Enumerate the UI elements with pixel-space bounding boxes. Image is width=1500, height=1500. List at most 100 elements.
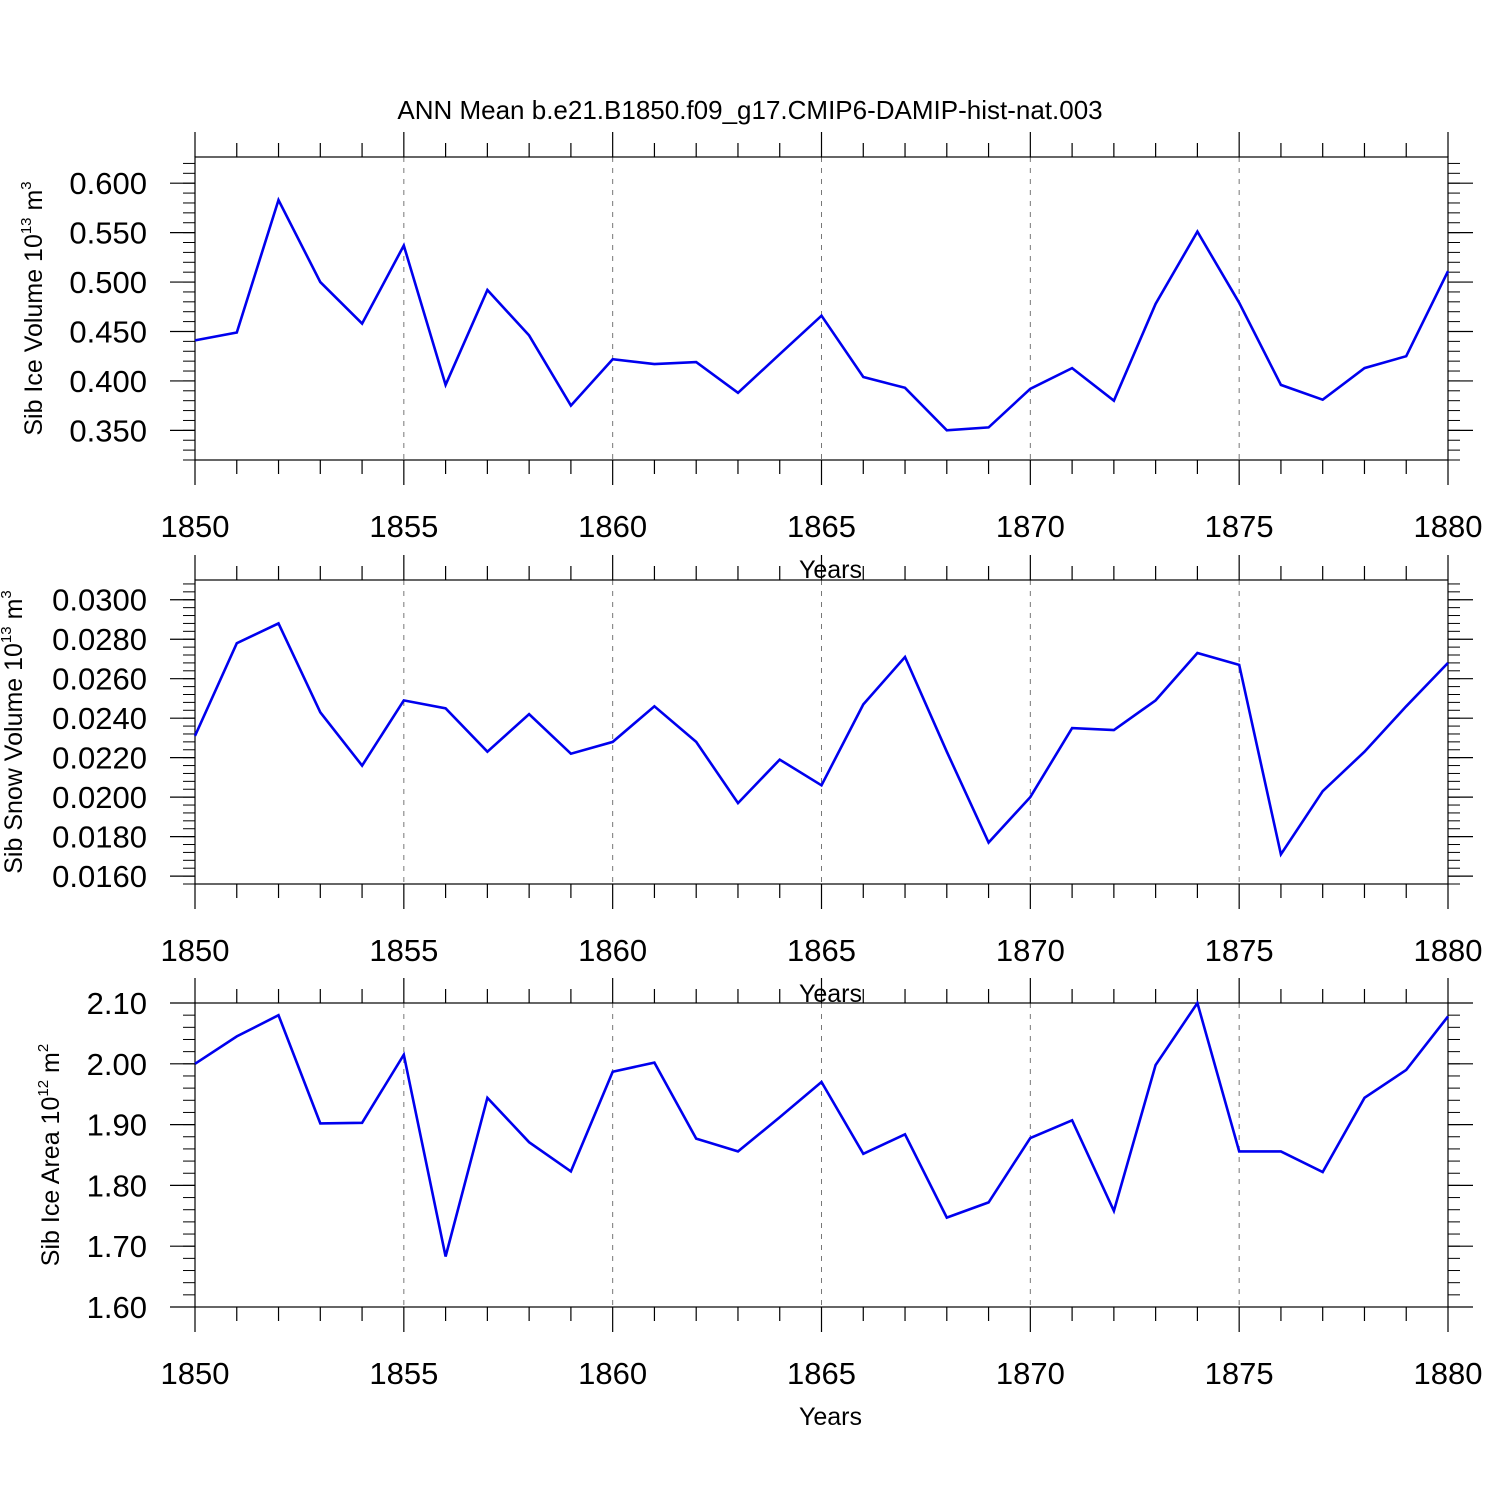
x-tick-label: 1870 [996,933,1065,968]
y-axis-label: Sib Ice Area 1012 m2 [35,1044,65,1266]
data-point [861,702,865,706]
data-point [485,288,489,292]
data-point [402,1053,406,1057]
y-tick-label: 0.0240 [52,701,147,736]
data-point [318,280,322,284]
x-tick-label: 1865 [787,1356,856,1391]
data-point [903,655,907,659]
x-tick-label: 1855 [369,1356,438,1391]
data-point [820,783,824,787]
x-tick-label: 1875 [1205,933,1274,968]
data-point [1195,651,1199,655]
data-point [1279,383,1283,387]
data-point [235,1034,239,1038]
data-point [1028,387,1032,391]
data-point [903,1132,907,1136]
data-point [569,752,573,756]
y-tick-label: 1.70 [87,1229,147,1264]
data-point [402,698,406,702]
x-tick-label: 1860 [578,1356,647,1391]
data-point [527,333,531,337]
data-point [485,1096,489,1100]
y-tick-label: 0.400 [69,364,147,399]
y-axis-label: Sib Ice Volume 1013 m3 [18,181,48,435]
data-point [694,360,698,364]
x-tick-label: 1855 [369,933,438,968]
data-point [1362,1096,1366,1100]
data-point [1195,230,1199,234]
data-point [1321,1170,1325,1174]
data-point [360,764,364,768]
y-tick-label: 0.0160 [52,859,147,894]
x-tick-label: 1850 [161,509,230,544]
data-point [945,1216,949,1220]
data-point [1112,399,1116,403]
data-point [611,740,615,744]
y-tick-label: 2.10 [87,986,147,1021]
data-point [1237,301,1241,305]
y-tick-label: 0.0300 [52,583,147,618]
data-point [444,383,448,387]
data-point [778,352,782,356]
data-point [193,338,197,342]
y-tick-label: 0.0200 [52,780,147,815]
data-point [987,1200,991,1204]
y-axis-label: Sib Snow Volume 1013 m3 [0,590,28,874]
data-point [1237,663,1241,667]
x-tick-label: 1875 [1205,509,1274,544]
data-point [778,758,782,762]
data-point [987,841,991,845]
y-tick-label: 0.0260 [52,662,147,697]
series-line [193,621,1449,858]
data-point [1237,1149,1241,1153]
series-line [194,999,1450,1257]
data-point [861,375,865,379]
data-point [193,734,197,738]
data-point [694,1137,698,1141]
data-point [1070,1118,1074,1122]
data-point [652,704,656,708]
data-point [1404,1068,1408,1072]
data-point [569,404,573,408]
x-axis-label: Years [799,1403,862,1431]
y-tick-label: 0.550 [69,216,147,251]
data-point [736,391,740,395]
x-axis-label: Years [799,980,862,1008]
data-point [945,428,949,432]
data-point [1321,398,1325,402]
panel-1: 0.350 0.400 0.450 0.500 0.550 0.600 1850 1855 18… [18,132,1482,584]
y-tick-label: 0.0220 [52,741,147,776]
data-point [1070,726,1074,730]
data-point [1404,354,1408,358]
data-point [987,425,991,429]
data-point [611,1070,615,1074]
data-point [527,712,531,716]
data-point [1028,1136,1032,1140]
x-tick-label: 1850 [161,933,230,968]
data-point [1446,269,1450,273]
data-point [1112,728,1116,732]
data-point [1154,302,1158,306]
data-point [694,740,698,744]
data-point [527,1140,531,1144]
x-tick-label: 1860 [578,509,647,544]
data-point [277,621,281,625]
x-tick-label: 1875 [1205,1356,1274,1391]
y-tick-label: 1.90 [87,1108,147,1143]
data-point [360,1121,364,1125]
x-tick-label: 1880 [1414,509,1483,544]
data-point [1279,1149,1283,1153]
x-tick-label: 1870 [996,1356,1065,1391]
data-point [652,1061,656,1065]
x-tick-label: 1880 [1414,1356,1483,1391]
y-tick-label: 0.0280 [52,622,147,657]
data-point [736,1149,740,1153]
data-point [1112,1209,1116,1213]
data-point [444,1255,448,1259]
data-point [820,1080,824,1084]
y-tick-label: 2.00 [87,1047,147,1082]
x-tick-label: 1865 [787,509,856,544]
data-point [235,641,239,645]
y-tick-label: 0.600 [69,166,147,201]
